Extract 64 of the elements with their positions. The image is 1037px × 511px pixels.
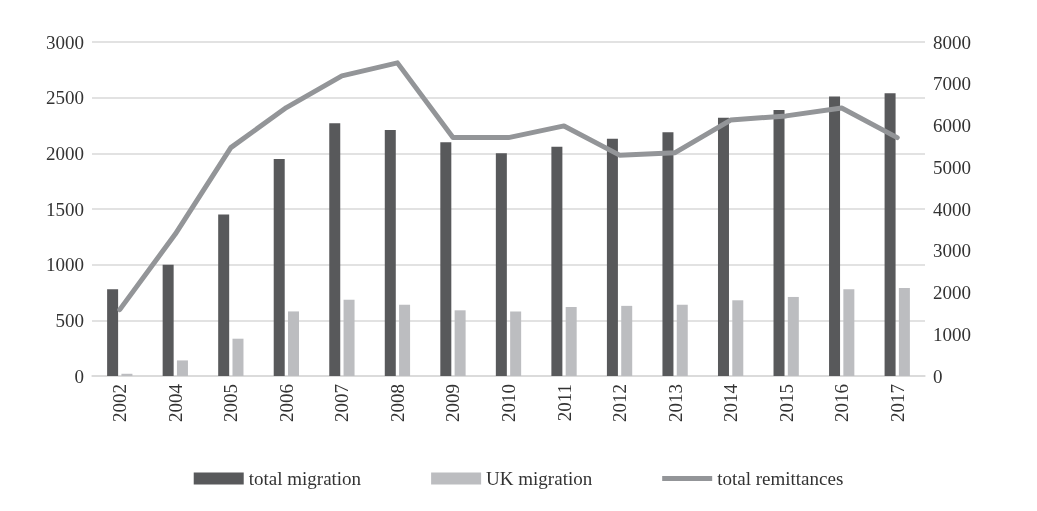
x-tick-label: 2005 xyxy=(220,384,242,422)
bar xyxy=(288,311,300,376)
legend-label: total remittances xyxy=(717,468,844,489)
bar xyxy=(717,117,729,376)
x-tick-label: 2014 xyxy=(720,383,742,422)
y2-tick-label: 1000 xyxy=(933,323,971,345)
x-tick-label: 2013 xyxy=(664,384,686,422)
bar xyxy=(606,138,618,376)
y-tick-label: 3000 xyxy=(46,31,84,53)
y-tick-label: 2000 xyxy=(46,142,84,164)
bar xyxy=(218,214,230,376)
y2-tick-label: 6000 xyxy=(933,115,971,136)
bar xyxy=(399,304,411,376)
bar xyxy=(176,360,188,376)
x-tick-label: 2009 xyxy=(442,384,464,422)
x-tick-label: 2007 xyxy=(331,384,353,422)
bar xyxy=(843,289,855,376)
y-tick-label: 1000 xyxy=(46,254,84,276)
y2-tick-label: 3000 xyxy=(933,240,971,262)
legend-label: total migration xyxy=(248,468,362,489)
x-tick-label: 2002 xyxy=(109,384,131,422)
bar xyxy=(232,338,244,376)
y-tick-label: 1500 xyxy=(46,198,84,220)
x-tick-label: 2016 xyxy=(831,384,853,422)
y-tick-label: 0 xyxy=(74,365,84,387)
bar xyxy=(884,93,896,376)
y2-tick-label: 4000 xyxy=(933,198,971,220)
legend-label: UK migration xyxy=(486,468,593,489)
bar xyxy=(495,153,507,376)
bar xyxy=(440,142,452,376)
bar xyxy=(510,311,522,376)
y-tick-label: 500 xyxy=(55,309,84,331)
y2-tick-label: 8000 xyxy=(933,31,971,53)
y-tick-label: 2500 xyxy=(46,87,84,109)
x-tick-label: 2017 xyxy=(886,384,908,422)
x-tick-label: 2004 xyxy=(164,383,186,422)
y2-tick-label: 5000 xyxy=(933,156,971,178)
x-tick-label: 2012 xyxy=(609,384,631,422)
bar xyxy=(551,146,563,376)
bar xyxy=(676,304,688,376)
bar xyxy=(773,109,785,376)
bar xyxy=(732,300,744,376)
x-tick-label: 2006 xyxy=(275,384,297,422)
bar xyxy=(329,123,341,376)
x-tick-label: 2011 xyxy=(553,384,575,422)
bar xyxy=(273,158,285,376)
x-tick-label: 2008 xyxy=(386,384,408,422)
bar xyxy=(898,288,910,376)
bar xyxy=(662,132,674,376)
x-tick-label: 2015 xyxy=(775,384,797,422)
bar xyxy=(384,129,396,376)
bar xyxy=(565,306,577,376)
bar xyxy=(121,373,133,376)
bar xyxy=(162,264,174,376)
y2-tick-label: 2000 xyxy=(933,282,971,303)
bar xyxy=(454,310,466,376)
x-tick-label: 2010 xyxy=(498,384,519,422)
bar xyxy=(829,96,841,376)
y2-tick-label: 0 xyxy=(933,365,943,387)
bar xyxy=(343,299,355,376)
y2-tick-label: 7000 xyxy=(933,73,971,95)
bar xyxy=(787,296,799,376)
bar xyxy=(107,289,119,376)
bar xyxy=(621,305,633,376)
